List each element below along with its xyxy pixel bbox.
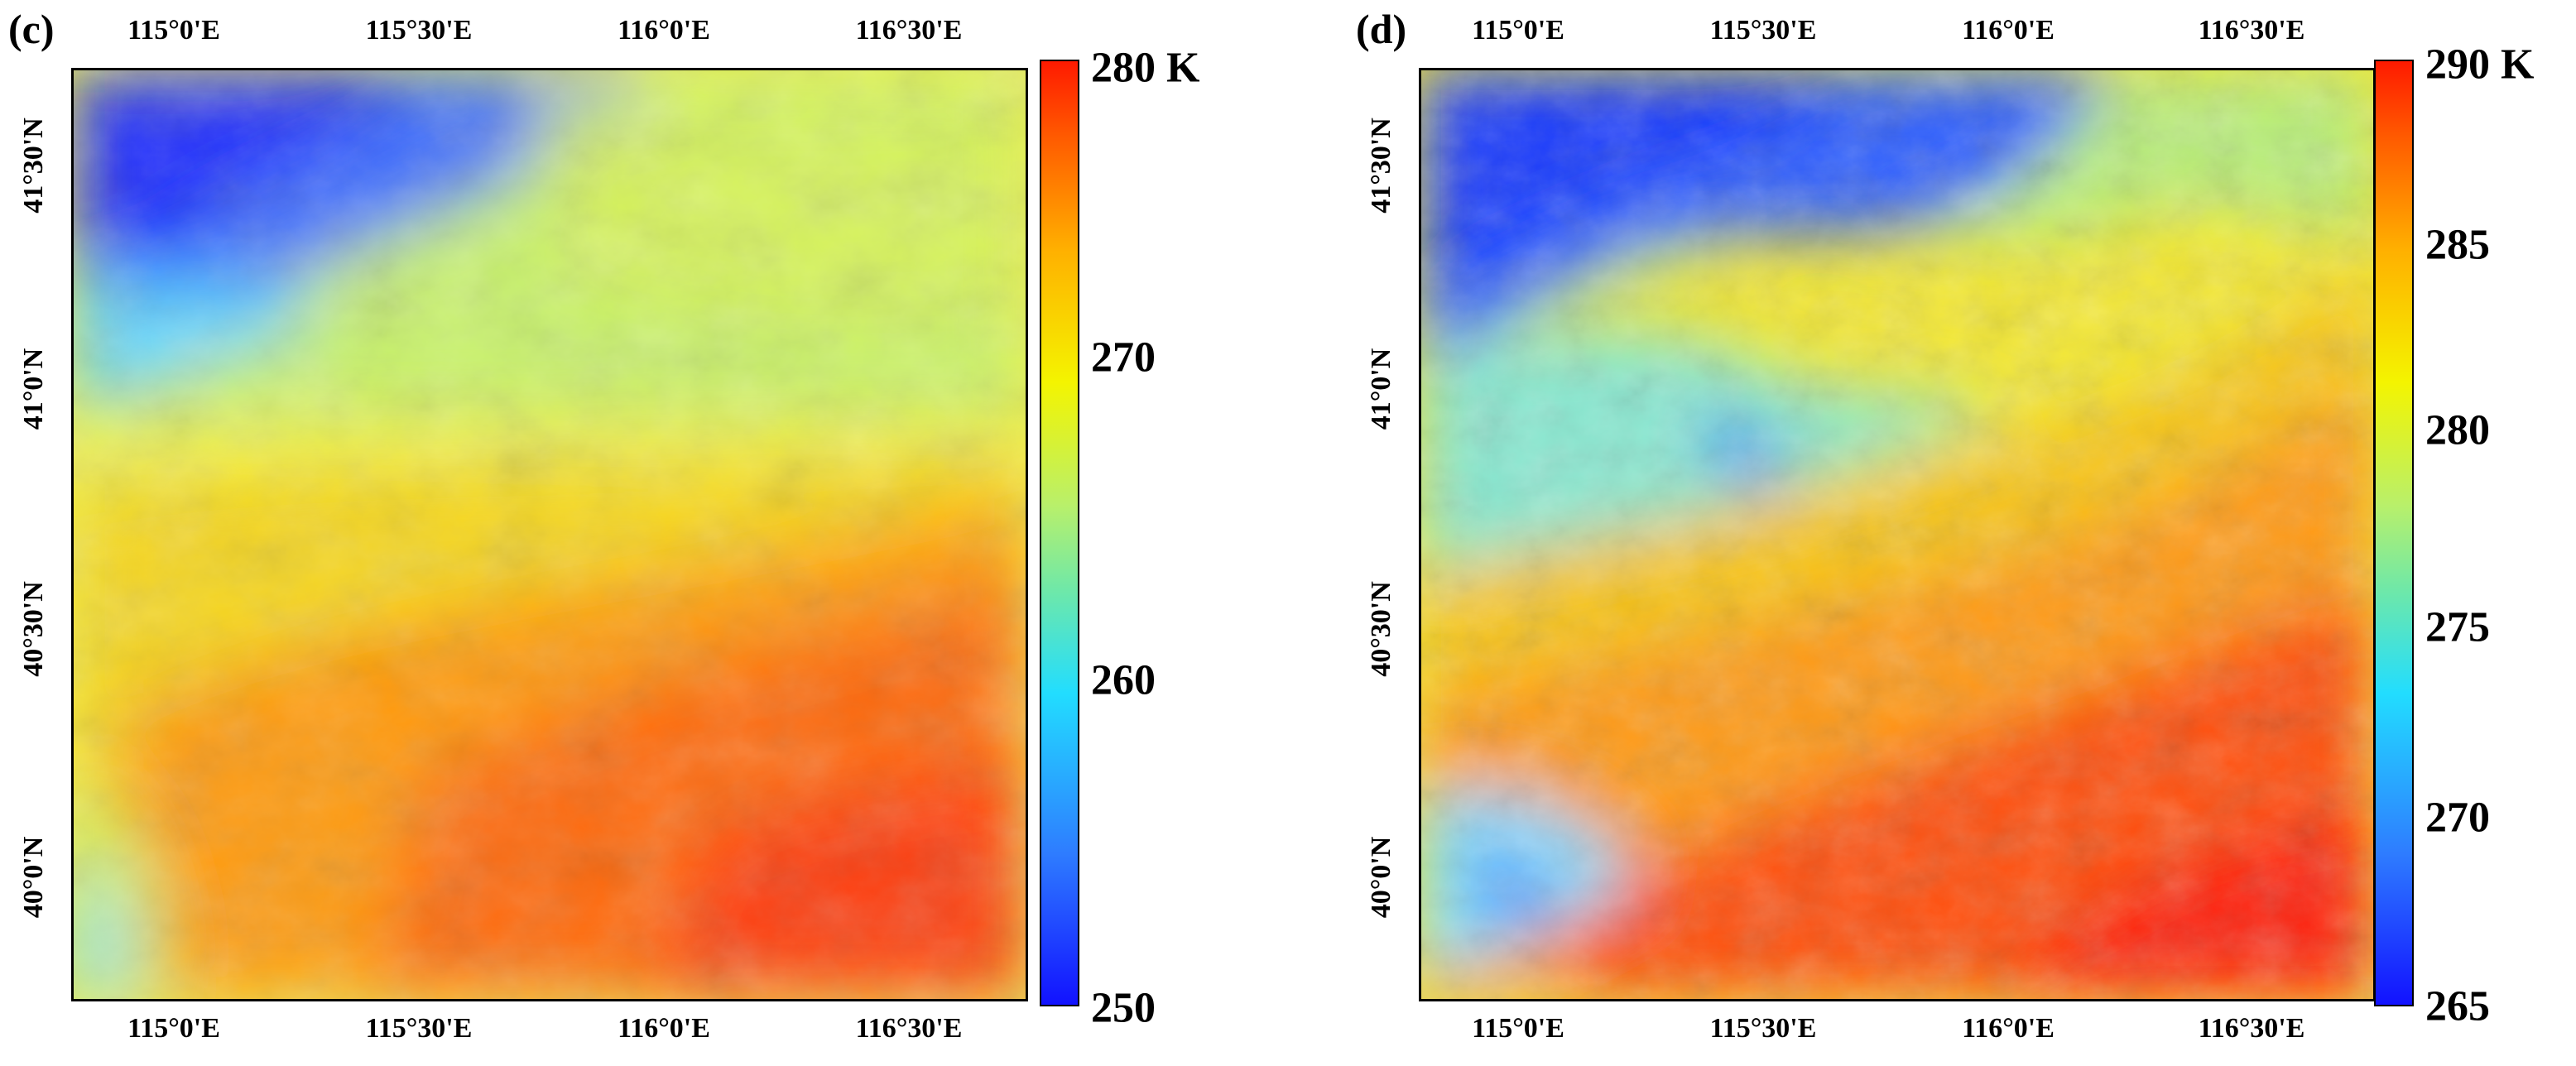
y-tick: 40°0'N bbox=[1366, 836, 1396, 919]
x-tick-top: 116°30'E bbox=[855, 15, 963, 46]
x-tick-bottom: 116°30'E bbox=[855, 1013, 963, 1044]
colorbar-tick: 275 bbox=[2425, 603, 2490, 651]
x-tick-bottom: 115°30'E bbox=[365, 1013, 473, 1044]
x-tick-bottom: 116°30'E bbox=[2198, 1013, 2305, 1044]
colorbar-c bbox=[1040, 60, 1079, 1006]
panel-label: (c) bbox=[8, 6, 55, 52]
x-tick-bottom: 115°30'E bbox=[1709, 1013, 1817, 1044]
x-tick-bottom: 116°0'E bbox=[618, 1013, 710, 1044]
x-tick-top: 116°30'E bbox=[2198, 15, 2305, 46]
y-tick: 41°0'N bbox=[18, 348, 49, 430]
y-tick: 40°30'N bbox=[1366, 581, 1396, 677]
temperature-map-d bbox=[1419, 68, 2376, 1001]
colorbar-tick: 280 bbox=[2425, 406, 2490, 454]
x-tick-top: 115°0'E bbox=[1472, 15, 1564, 46]
colorbar-tick: 270 bbox=[1091, 334, 1156, 382]
x-tick-bottom: 115°0'E bbox=[1472, 1013, 1564, 1044]
x-tick-bottom: 116°0'E bbox=[1962, 1013, 2055, 1044]
x-tick-bottom: 115°0'E bbox=[127, 1013, 220, 1044]
y-tick: 41°30'N bbox=[18, 118, 49, 214]
panel-d: (d) 115°0'E 115°30'E 116°0'E 116°30'E 41… bbox=[1348, 0, 2576, 1066]
colorbar-tick: 280 K bbox=[1091, 44, 1200, 92]
colorbar-tick: 260 bbox=[1091, 656, 1156, 704]
y-tick: 40°30'N bbox=[18, 581, 49, 677]
colorbar-tick: 270 bbox=[2425, 794, 2490, 842]
colorbar-tick: 285 bbox=[2425, 221, 2490, 269]
colorbar-tick: 265 bbox=[2425, 982, 2490, 1030]
colorbar-d bbox=[2374, 60, 2414, 1006]
x-tick-top: 116°0'E bbox=[618, 15, 710, 46]
temperature-field-c bbox=[74, 70, 1026, 999]
colorbar-tick: 250 bbox=[1091, 984, 1156, 1032]
x-tick-top: 115°30'E bbox=[365, 15, 473, 46]
x-tick-top: 115°30'E bbox=[1709, 15, 1817, 46]
temperature-map-c bbox=[71, 68, 1028, 1001]
y-tick: 41°30'N bbox=[1366, 118, 1396, 214]
x-tick-top: 115°0'E bbox=[127, 15, 220, 46]
temperature-field-d bbox=[1421, 70, 2373, 999]
colorbar-tick: 290 K bbox=[2425, 41, 2535, 89]
y-tick: 40°0'N bbox=[18, 836, 49, 919]
panel-c: (c) 115°0'E 115°30'E 116°0'E 116°30'E 41… bbox=[8, 6, 1200, 1044]
x-tick-top: 116°0'E bbox=[1962, 15, 2055, 46]
y-tick: 41°0'N bbox=[1366, 348, 1396, 430]
panel-label: (d) bbox=[1356, 6, 1407, 52]
